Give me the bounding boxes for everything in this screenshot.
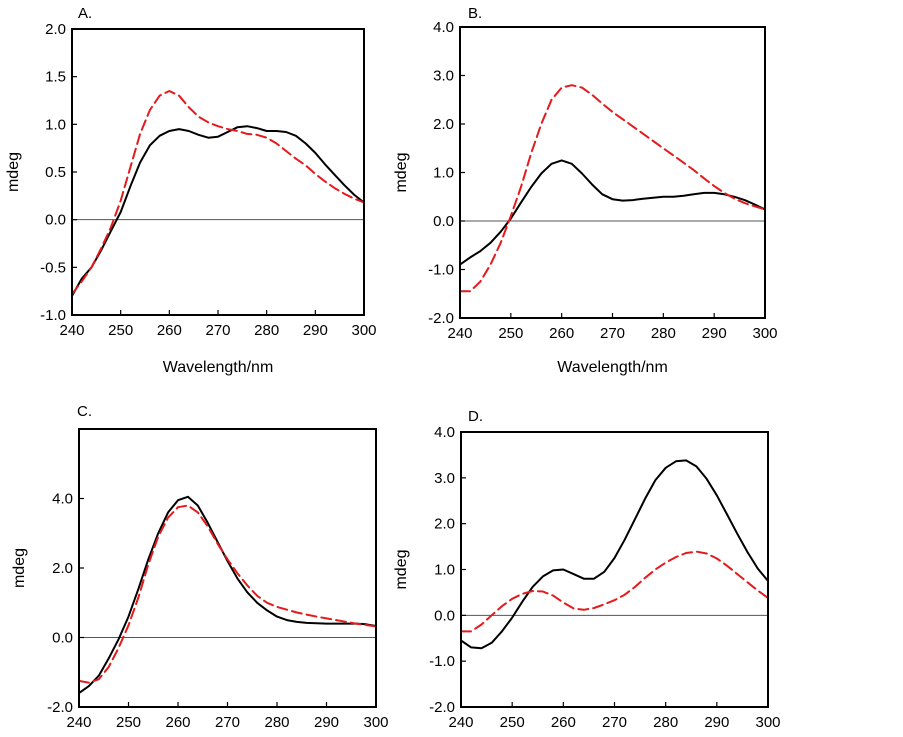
plot-frame	[459, 26, 766, 319]
y-axis-title: mdeg	[393, 152, 410, 192]
x-tick-label: 240	[448, 714, 473, 731]
x-tick-label: 260	[551, 714, 576, 731]
y-tick-label: -2.0	[429, 699, 455, 716]
x-tick-label: 280	[651, 325, 676, 342]
x-tick-label: 250	[116, 714, 141, 731]
y-tick-label: 0.0	[45, 212, 66, 229]
x-axis-title: Wavelength/nm	[557, 359, 668, 376]
series-line-red-dashed	[459, 84, 766, 293]
x-tick-label: 240	[59, 322, 84, 339]
y-tick-label: -1.0	[428, 262, 454, 279]
x-tick-label: 280	[653, 714, 678, 731]
panel-label: B.	[468, 5, 482, 22]
y-tick-label: -1.0	[40, 307, 66, 324]
y-tick-label: 4.0	[52, 491, 73, 508]
y-tick-label: 1.0	[434, 562, 455, 579]
x-tick-label: 250	[108, 322, 133, 339]
x-tick-label: 250	[500, 714, 525, 731]
y-tick-label: 0.0	[434, 607, 455, 624]
plot-frame	[71, 28, 365, 316]
y-axis-title: mdeg	[11, 548, 28, 588]
x-tick-label: 300	[752, 325, 777, 342]
x-tick-label: 270	[600, 325, 625, 342]
series-line-black-solid	[71, 125, 365, 297]
x-tick-label: 250	[498, 325, 523, 342]
y-axis-title: mdeg	[5, 152, 22, 192]
x-tick-label: 260	[549, 325, 574, 342]
y-tick-label: -1.0	[429, 653, 455, 670]
series-line-red-dashed	[71, 90, 365, 295]
x-tick-label: 240	[66, 714, 91, 731]
x-tick-label: 300	[351, 322, 376, 339]
y-tick-label: 0.0	[433, 213, 454, 230]
panel-d: 240 250 260 270 280 290 300 -2.0 -1.0 0.0 1.0 2.0 3.…	[393, 408, 781, 731]
plot-frame	[78, 428, 377, 708]
y-tick-label: 1.5	[45, 69, 66, 86]
series-line-red-dashed	[78, 504, 377, 684]
y-tick-label: -2.0	[47, 699, 73, 716]
x-tick-label: 270	[602, 714, 627, 731]
y-tick-label: 3.0	[433, 68, 454, 85]
x-tick-label: 290	[704, 714, 729, 731]
y-tick-label: -2.0	[428, 310, 454, 327]
panel-label: D.	[468, 408, 483, 425]
x-tick-label: 290	[702, 325, 727, 342]
x-tick-label: 290	[314, 714, 339, 731]
y-axis-title: mdeg	[393, 549, 410, 589]
x-tick-label: 260	[157, 322, 182, 339]
series-line-black-solid	[459, 159, 766, 266]
x-axis-title: Wavelength/nm	[163, 359, 274, 376]
y-tick-label: -0.5	[40, 259, 66, 276]
x-tick-label: 270	[215, 714, 240, 731]
y-tick-label: 4.0	[434, 424, 455, 441]
panel-label: C.	[77, 403, 92, 420]
panel-label: A.	[78, 5, 92, 22]
series-line-red-dashed	[460, 550, 769, 633]
y-tick-label: 2.0	[433, 116, 454, 133]
x-tick-label: 290	[303, 322, 328, 339]
y-tick-label: 2.0	[434, 516, 455, 533]
x-tick-label: 280	[264, 714, 289, 731]
panel-c: 240 250 260 270 280 290 300 -2.0 0.0 2.0 4.0 C. mdeg	[11, 403, 389, 731]
x-tick-label: 280	[254, 322, 279, 339]
x-tick-label: 300	[755, 714, 780, 731]
panel-a: 240 250 260 270 280 290 300 -1.0 -0.5 0.0 0.5 1.0 1.…	[5, 5, 377, 376]
y-tick-label: 0.5	[45, 164, 66, 181]
x-tick-label: 240	[447, 325, 472, 342]
y-tick-label: 2.0	[45, 21, 66, 38]
series-line-black-solid	[460, 459, 769, 650]
y-tick-label: 1.0	[45, 116, 66, 133]
x-tick-label: 270	[205, 322, 230, 339]
series-line-black-solid	[78, 495, 377, 695]
y-tick-label: 3.0	[434, 470, 455, 487]
plot-frame	[460, 431, 769, 708]
x-tick-label: 260	[165, 714, 190, 731]
y-tick-label: 2.0	[52, 560, 73, 577]
y-tick-label: 0.0	[52, 630, 73, 647]
panel-b: 240 250 260 270 280 290 300 -2.0 -1.0 0.0 1.0 2.0 3.…	[393, 5, 778, 376]
x-tick-label: 300	[363, 714, 388, 731]
y-tick-label: 1.0	[433, 165, 454, 182]
y-tick-label: 4.0	[433, 19, 454, 36]
